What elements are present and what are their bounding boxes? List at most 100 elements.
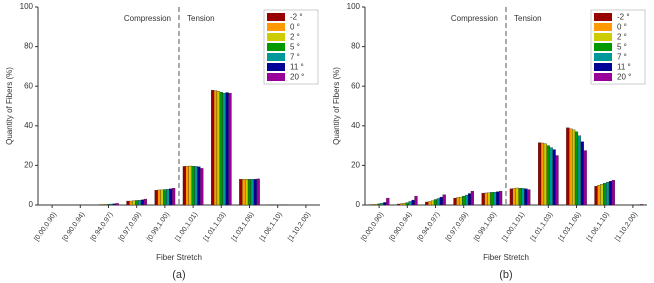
legend-label: 0 °: [290, 23, 300, 32]
bar: [606, 182, 610, 206]
bar: [543, 143, 547, 206]
legend-label: 11 °: [617, 63, 631, 72]
y-tick-label: 100: [20, 2, 34, 11]
y-tick-label: 40: [24, 121, 33, 130]
x-tick-label: [0.90,0.94): [62, 211, 87, 242]
bar: [132, 200, 136, 206]
bar: [467, 193, 472, 206]
annotation: Tension: [514, 14, 542, 23]
bar: [569, 128, 573, 206]
bar: [103, 204, 108, 206]
bar: [540, 142, 545, 206]
bar: [527, 189, 531, 206]
bar: [399, 203, 404, 206]
bar: [396, 203, 401, 206]
x-tick-label: [1.01,1.03): [203, 211, 228, 242]
y-tick-label: 20: [351, 161, 360, 170]
bar: [106, 204, 111, 206]
bar: [188, 165, 192, 206]
y-tick-label: 100: [347, 2, 361, 11]
legend-swatch: [594, 13, 612, 21]
bar: [383, 202, 387, 206]
bar: [138, 200, 142, 206]
bar: [101, 204, 105, 206]
bar: [521, 188, 525, 206]
bar: [143, 198, 148, 206]
bar: [250, 179, 255, 206]
legend-swatch: [594, 63, 612, 71]
x-tick-label: [1.06,1.10): [586, 211, 611, 242]
bar: [126, 200, 130, 206]
bar: [197, 166, 201, 206]
bar: [380, 203, 384, 206]
bar: [580, 141, 584, 206]
x-tick-label: [1.03,1.06): [231, 211, 256, 242]
x-tick-label: [0.99,1.00): [473, 211, 498, 242]
bar: [228, 92, 232, 206]
bar: [537, 142, 542, 206]
bar: [194, 166, 198, 206]
bar: [555, 155, 559, 206]
bar: [462, 195, 466, 206]
y-tick-label: 80: [351, 42, 360, 51]
bar: [386, 197, 390, 206]
x-tick-label: [0.97,0.99): [445, 211, 470, 242]
x-tick-label: [1.06,1.10): [259, 211, 284, 242]
y-tick-label: 60: [351, 81, 360, 90]
bar: [456, 197, 460, 206]
bar: [414, 195, 418, 206]
legend-label: 2 °: [290, 33, 300, 42]
legend-label: -2 °: [290, 13, 303, 22]
legend-swatch: [267, 33, 285, 41]
y-tick-label: 80: [24, 42, 33, 51]
x-tick-label: [0.99,1.00): [146, 211, 171, 242]
bar: [611, 180, 616, 206]
y-tick-label: 40: [351, 121, 360, 130]
bar: [256, 178, 260, 206]
bar: [439, 196, 443, 206]
bar: [109, 203, 114, 206]
bar: [571, 129, 576, 206]
bar: [608, 181, 613, 206]
bar: [481, 192, 485, 206]
bar: [524, 188, 528, 206]
legend-swatch: [267, 23, 285, 31]
bar: [509, 188, 513, 206]
x-tick-label: [0.00,0.90): [360, 211, 385, 242]
bar: [597, 185, 601, 206]
bar: [518, 188, 522, 206]
panel-label: (b): [499, 269, 512, 281]
bar: [371, 204, 375, 206]
bar: [552, 149, 556, 206]
legend-swatch: [267, 53, 285, 61]
bar: [185, 166, 189, 206]
x-tick-label: [1.01,1.03): [530, 211, 555, 242]
bar: [222, 92, 226, 206]
panel-label: (a): [172, 269, 185, 281]
bar: [433, 199, 438, 206]
bar: [411, 199, 415, 206]
legend-swatch: [267, 63, 285, 71]
bar: [487, 192, 491, 206]
bar: [129, 200, 133, 206]
bar: [242, 179, 246, 206]
bar: [210, 90, 215, 206]
x-tick-label: [1.03,1.06): [558, 211, 583, 242]
bar: [442, 194, 446, 206]
legend-label: 2 °: [617, 33, 627, 42]
bar: [239, 179, 243, 206]
bar: [169, 188, 173, 206]
bar: [216, 91, 220, 206]
bar: [408, 201, 412, 206]
bar: [603, 183, 607, 206]
bar: [247, 179, 252, 206]
legend-label: 5 °: [617, 43, 627, 52]
bar: [430, 200, 435, 206]
annotation: Compression: [124, 14, 171, 23]
bar: [470, 190, 475, 206]
annotation: Compression: [451, 14, 498, 23]
bar: [600, 184, 604, 206]
bar: [191, 166, 195, 206]
bar: [377, 203, 381, 206]
bar: [425, 201, 429, 206]
